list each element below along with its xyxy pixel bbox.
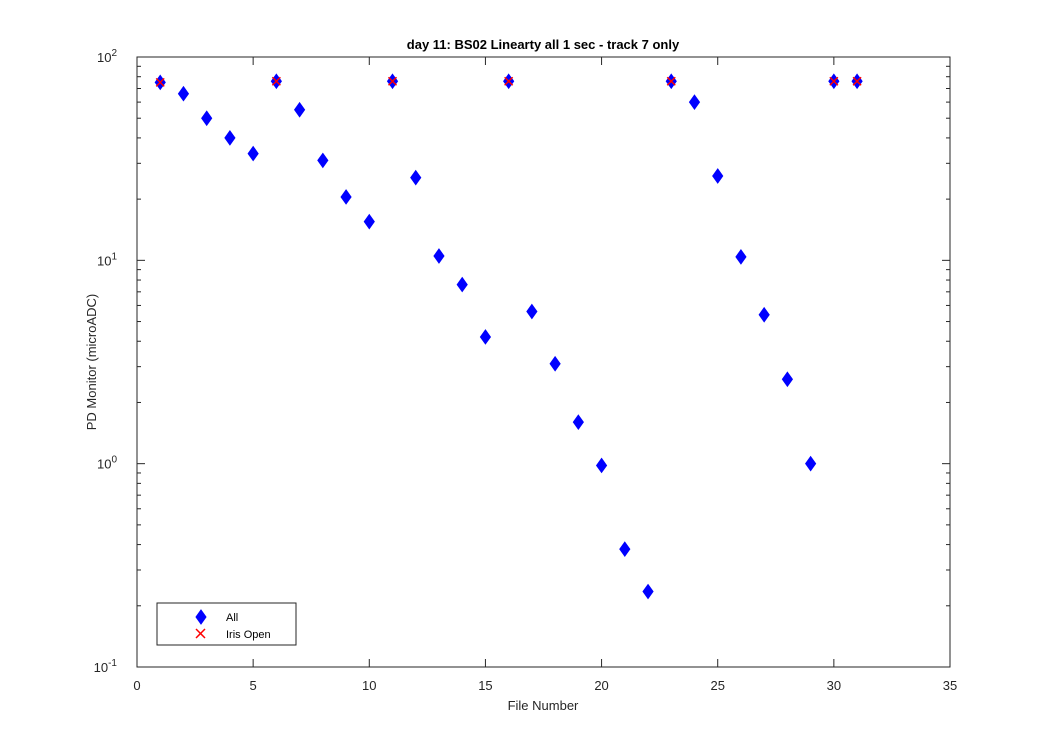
all-point-16 [526, 303, 538, 320]
legend-all-marker [195, 609, 207, 625]
all-point-28 [805, 455, 817, 472]
all-point-19 [595, 457, 608, 474]
x-tick-label-2: 10 [362, 678, 376, 693]
all-point-17 [549, 355, 561, 372]
y-tick-label-0: 10-1 [94, 658, 118, 675]
series-1 [155, 76, 862, 87]
all-point-26 [758, 306, 770, 323]
all-point-24 [712, 168, 724, 184]
iris-open-point-6 [852, 76, 862, 86]
all-point-6 [293, 101, 306, 118]
all-point-2 [201, 110, 213, 127]
iris-open-point-2 [387, 76, 398, 86]
x-tick-label-3: 15 [478, 678, 492, 693]
all-point-13 [456, 276, 468, 293]
all-point-23 [688, 94, 701, 110]
all-point-21 [642, 583, 654, 600]
legend-iris-open-label: Iris Open [226, 629, 271, 641]
x-tick-label-5: 25 [710, 678, 724, 693]
data-marks [154, 73, 863, 600]
all-point-12 [433, 248, 445, 264]
y-axis-label: PD Monitor (microADC) [84, 294, 99, 431]
x-tick-labels: 0 5 10 15 20 25 30 35 [133, 678, 957, 693]
legend-box [156, 602, 297, 646]
x-tick-label-4: 20 [594, 678, 608, 693]
x-tick-label-1: 5 [250, 678, 257, 693]
all-point-7 [317, 152, 329, 169]
iris-open-point-4 [666, 76, 676, 86]
all-point-14 [479, 329, 492, 345]
x-tick-label-7: 35 [943, 678, 957, 693]
all-point-18 [572, 414, 584, 431]
all-point-4 [247, 145, 259, 162]
iris-open-point-1 [271, 76, 281, 86]
plot-area [137, 57, 950, 667]
axis-ticks [136, 56, 951, 668]
y-tick-label-2: 101 [97, 251, 117, 268]
all-point-8 [340, 189, 352, 205]
legend-iris-open-marker [195, 628, 206, 639]
iris-open-point-3 [504, 76, 514, 86]
legend: All Iris Open [156, 602, 297, 646]
all-point-9 [363, 213, 375, 230]
chart-title: day 11: BS02 Linearty all 1 sec - track … [407, 37, 680, 52]
x-tick-label-6: 30 [827, 678, 841, 693]
all-point-3 [224, 130, 236, 146]
all-point-27 [781, 371, 794, 388]
iris-open-point-5 [829, 76, 839, 86]
legend-all-label: All [226, 612, 238, 624]
y-tick-label-3: 102 [97, 48, 117, 65]
y-tick-labels: 10-1 100 101 102 [94, 48, 118, 675]
all-point-1 [177, 85, 190, 102]
x-axis-label: File Number [508, 698, 579, 713]
iris-open-point-0 [155, 77, 165, 87]
all-point-11 [410, 169, 422, 186]
y-tick-label-1: 100 [97, 455, 117, 472]
all-point-25 [735, 249, 747, 265]
plot-frame [136, 56, 951, 668]
x-tick-label-0: 0 [133, 678, 140, 693]
all-point-20 [619, 541, 631, 557]
